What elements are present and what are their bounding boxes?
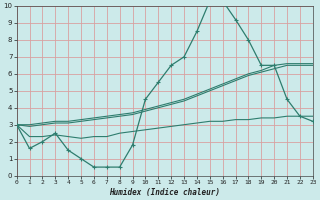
X-axis label: Humidex (Indice chaleur): Humidex (Indice chaleur) [109, 188, 220, 197]
